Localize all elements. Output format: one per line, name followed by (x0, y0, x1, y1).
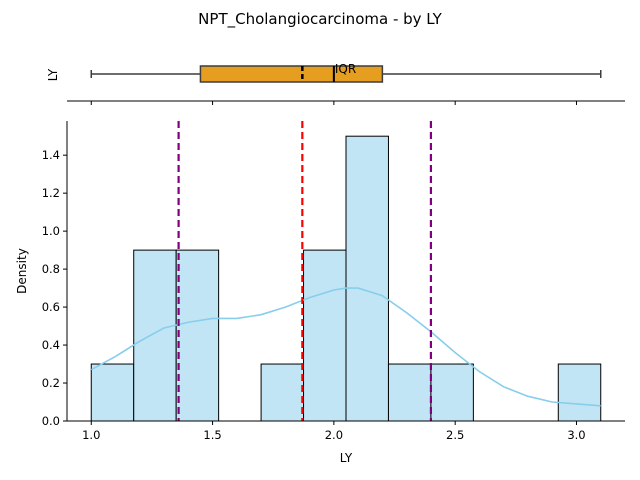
y-tick-label: 1.0 (42, 224, 60, 238)
y-tick-label: 0.4 (42, 338, 60, 352)
histogram-bar (90, 363, 135, 422)
kde-curve (90, 287, 601, 407)
x-tick-label: 2.0 (325, 428, 343, 442)
x-tick-label: 1.0 (82, 428, 100, 442)
histogram-bar (430, 363, 474, 422)
histogram-bar (260, 363, 305, 422)
y-axis-label: Density (15, 248, 29, 294)
y-tick-label: 0.0 (42, 414, 60, 428)
chart-title: NPT_Cholangiocarcinoma - by LY (198, 10, 442, 29)
x-tick-label: 1.5 (203, 428, 221, 442)
x-axis-label: LY (340, 451, 353, 465)
x-tick-label: 2.5 (446, 428, 464, 442)
box-iqr (199, 65, 384, 83)
boxplot-y-label: LY (46, 68, 60, 81)
histogram-bar (175, 249, 220, 422)
y-tick-label: 1.4 (42, 148, 60, 162)
histogram-bar (557, 363, 602, 422)
histogram-bar (303, 249, 347, 422)
histogram-panel: 1.0 1.5 2.0 2.5 3.0 0.0 0.2 0.4 0.6 0.8 1.0 1.2 1.4 (42, 121, 625, 442)
y-tick-label: 1.2 (42, 186, 60, 200)
y-tick-label: 0.6 (42, 300, 60, 314)
iqr-annotation: IQR (335, 62, 356, 76)
x-tick-label: 3.0 (567, 428, 585, 442)
histogram-bar (345, 135, 389, 422)
y-tick-label: 0.2 (42, 376, 60, 390)
histogram-bar (387, 363, 432, 422)
histogram-bar (133, 249, 177, 422)
boxplot-panel: IQR (67, 62, 625, 105)
y-tick-label: 0.8 (42, 262, 60, 276)
